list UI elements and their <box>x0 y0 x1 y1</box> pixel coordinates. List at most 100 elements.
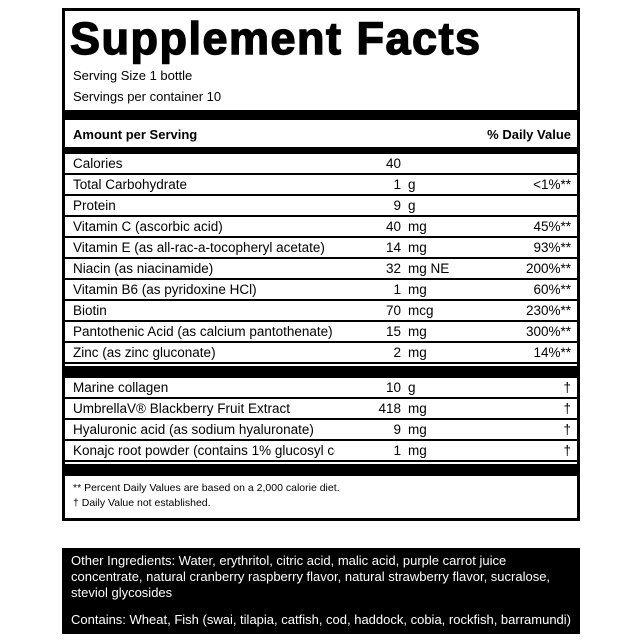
nutrient-amount: 1 mg <box>335 282 483 297</box>
nutrient-name: Vitamin C (ascorbic acid) <box>73 219 223 234</box>
amount-number: 15 <box>385 324 401 339</box>
amount-number: 1 <box>393 177 401 192</box>
ingredient-name: Marine collagen <box>73 380 169 395</box>
nutrient-row-zinc: Zinc (as zinc gluconate) 2 mg 14%** <box>65 343 577 364</box>
nutrient-dv: 93%** <box>533 240 571 255</box>
nutrient-row-vitamin-b6: Vitamin B6 (as pyridoxine HCl) 1 mg 60%** <box>65 280 577 301</box>
thick-divider-top <box>65 110 577 120</box>
nutrient-dv: 45%** <box>533 219 571 234</box>
nutrient-name: Total Carbohydrate <box>73 177 188 192</box>
panel-title: Supplement Facts <box>69 13 482 64</box>
ingredient-amount: 418 mg <box>335 401 483 416</box>
ingredient-row-blackberry-extract: UmbrellaV® Blackberry Fruit Extract 418 m… <box>65 399 577 420</box>
amount-number: 9 <box>393 422 401 437</box>
nutrient-name: Niacin (as niacinamide) <box>73 261 214 276</box>
column-header-row: Amount per Serving % Daily Value <box>65 120 577 147</box>
nutrient-row-biotin: Biotin 70 mcg 230%** <box>65 301 577 322</box>
daily-value-header: % Daily Value <box>487 127 571 142</box>
amount-unit: g <box>408 380 416 395</box>
amount-number: 32 <box>385 261 401 276</box>
ingredient-name: Hyaluronic acid (as sodium hyaluronate) <box>73 422 314 437</box>
footnote-daily-values: ** Percent Daily Values are based on a 2… <box>73 482 340 494</box>
nutrient-row-vitamin-e: Vitamin E (as all-rac-a-tocopheryl aceta… <box>65 238 577 259</box>
nutrient-row-vitamin-c: Vitamin C (ascorbic acid) 40 mg 45%** <box>65 217 577 238</box>
amount-unit: mg <box>408 324 427 339</box>
nutrient-name: Zinc (as zinc gluconate) <box>73 345 216 360</box>
ingredient-name: Konajc root powder (contains 1% glucosyl… <box>73 443 335 458</box>
nutrient-dv: 200%** <box>525 261 571 276</box>
contains-allergens-text: Contains: Wheat, Fish (swai, tilapia, ca… <box>71 612 571 627</box>
amount-number: 10 <box>385 380 401 395</box>
footnotes: ** Percent Daily Values are based on a 2… <box>65 476 577 518</box>
ingredient-dv-dagger: † <box>563 401 571 416</box>
amount-per-serving-header: Amount per Serving <box>73 127 198 142</box>
amount-unit: g <box>408 177 416 192</box>
ingredient-amount: 9 mg <box>335 422 483 437</box>
ingredients-footer: Other Ingredients: Water, erythritol, ci… <box>62 548 580 634</box>
footnote-not-established: † Daily Value not established. <box>73 497 211 509</box>
ingredient-row-marine-collagen: Marine collagen 10 g † <box>65 378 577 399</box>
amount-unit: mg <box>408 219 427 234</box>
amount-number: 2 <box>393 345 401 360</box>
amount-number: 40 <box>385 219 401 234</box>
thick-divider-header <box>65 147 577 154</box>
amount-unit: mg <box>408 443 427 458</box>
nutrient-dv: 300%** <box>525 324 571 339</box>
ingredient-amount: 10 g <box>335 380 483 395</box>
amount-number: 1 <box>393 282 401 297</box>
amount-unit: mg <box>408 422 427 437</box>
nutrient-row-niacin: Niacin (as niacinamide) 32 mg NE 200%** <box>65 259 577 280</box>
ingredient-rows: Marine collagen 10 g † UmbrellaV® Blackbe… <box>65 378 577 462</box>
amount-unit: mg NE <box>408 261 450 276</box>
servings-per-container: Servings per container 10 <box>73 89 222 104</box>
ingredient-dv-dagger: † <box>563 443 571 458</box>
serving-size: Serving Size 1 bottle <box>73 68 193 83</box>
supplement-facts-panel: Supplement Facts Serving Size 1 bottle S… <box>62 8 580 521</box>
nutrient-dv: 14%** <box>533 345 571 360</box>
amount-unit: mg <box>408 282 427 297</box>
amount-unit: mg <box>408 401 427 416</box>
nutrient-amount: 40 mg <box>335 219 483 234</box>
amount-unit: mg <box>408 240 427 255</box>
ingredient-dv-dagger: † <box>563 422 571 437</box>
amount-unit: mg <box>408 345 427 360</box>
nutrient-dv: 60%** <box>533 282 571 297</box>
ingredient-name: UmbrellaV® Blackberry Fruit Extract <box>73 401 290 416</box>
nutrient-dv: <1%** <box>533 177 571 192</box>
amount-unit: g <box>408 198 416 213</box>
nutrient-name: Pantothenic Acid (as calcium pantothenat… <box>73 324 333 339</box>
nutrient-amount: 14 mg <box>335 240 483 255</box>
other-ingredients-text: Other Ingredients: Water, erythritol, ci… <box>71 553 551 600</box>
ingredient-row-konajc-root: Konajc root powder (contains 1% glucosyl… <box>65 441 577 462</box>
amount-number: 418 <box>378 401 401 416</box>
thick-divider-middle <box>65 366 577 378</box>
nutrient-name: Biotin <box>73 303 107 318</box>
nutrient-amount: 70 mcg <box>335 303 483 318</box>
ingredient-row-hyaluronic-acid: Hyaluronic acid (as sodium hyaluronate) … <box>65 420 577 441</box>
ingredient-amount: 1 mg <box>335 443 483 458</box>
amount-number: 14 <box>385 240 401 255</box>
nutrient-name: Protein <box>73 198 116 213</box>
nutrient-amount: 40 <box>335 156 483 171</box>
nutrient-name: Calories <box>73 156 123 171</box>
amount-number: 9 <box>393 198 401 213</box>
thick-divider-bottom <box>65 464 577 476</box>
nutrient-name: Vitamin E (as all-rac-a-tocopheryl aceta… <box>73 240 325 255</box>
nutrient-row-pantothenic-acid: Pantothenic Acid (as calcium pantothenat… <box>65 322 577 343</box>
nutrient-row-calories: Calories 40 <box>65 154 577 175</box>
nutrient-amount: 2 mg <box>335 345 483 360</box>
nutrient-amount: 32 mg NE <box>335 261 483 276</box>
amount-number: 1 <box>393 443 401 458</box>
nutrient-name: Vitamin B6 (as pyridoxine HCl) <box>73 282 257 297</box>
nutrient-amount: 15 mg <box>335 324 483 339</box>
nutrient-dv: 230%** <box>525 303 571 318</box>
ingredient-dv-dagger: † <box>563 380 571 395</box>
amount-unit: mcg <box>408 303 434 318</box>
amount-number: 40 <box>385 156 401 171</box>
